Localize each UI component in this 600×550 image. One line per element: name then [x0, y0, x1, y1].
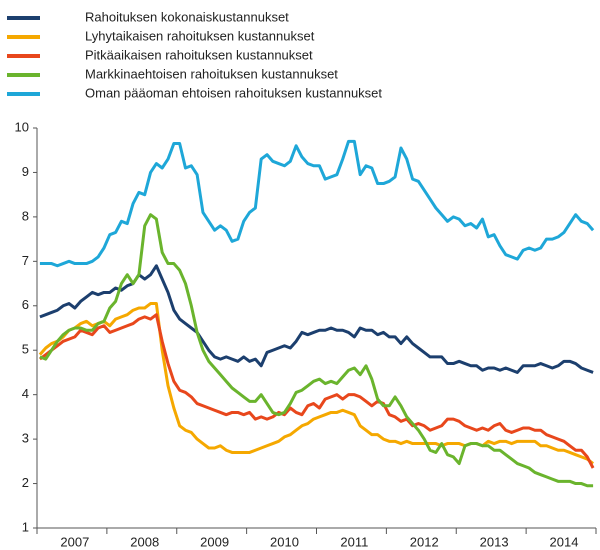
- series-line: [39, 139, 595, 268]
- x-tick-label: 2013: [480, 534, 509, 549]
- y-tick-label: 3: [22, 431, 29, 446]
- y-tick-label: 2: [22, 475, 29, 490]
- x-tick-label: 2007: [60, 534, 89, 549]
- x-tick-label: 2009: [200, 534, 229, 549]
- legend-label: Lyhytaikaisen rahoituksen kustannukset: [85, 28, 315, 43]
- legend-label: Rahoituksen kokonaiskustannukset: [85, 9, 289, 24]
- y-tick-label: 6: [22, 297, 29, 312]
- series-line: [38, 302, 595, 465]
- legend-label: Pitkäaikaisen rahoituksen kustannukset: [85, 47, 313, 62]
- x-tick-label: 2012: [410, 534, 439, 549]
- legend-label: Markkinaehtoisen rahoituksen kustannukse…: [85, 66, 338, 81]
- y-tick-label: 9: [22, 164, 29, 179]
- x-tick-label: 2010: [270, 534, 299, 549]
- y-tick-label: 4: [22, 386, 29, 401]
- y-tick-label: 5: [22, 342, 29, 357]
- series-line: [39, 313, 595, 469]
- y-tick-label: 1: [22, 519, 29, 534]
- x-tick-label: 2008: [130, 534, 159, 549]
- series-line: [39, 213, 594, 488]
- y-tick-label: 8: [22, 208, 29, 223]
- y-tick-label: 10: [15, 119, 29, 134]
- x-tick-label: 2014: [550, 534, 579, 549]
- x-tick-label: 2011: [340, 534, 368, 549]
- y-tick-label: 7: [22, 253, 29, 268]
- legend-label: Oman pääoman ehtoisen rahoituksen kustan…: [85, 85, 382, 100]
